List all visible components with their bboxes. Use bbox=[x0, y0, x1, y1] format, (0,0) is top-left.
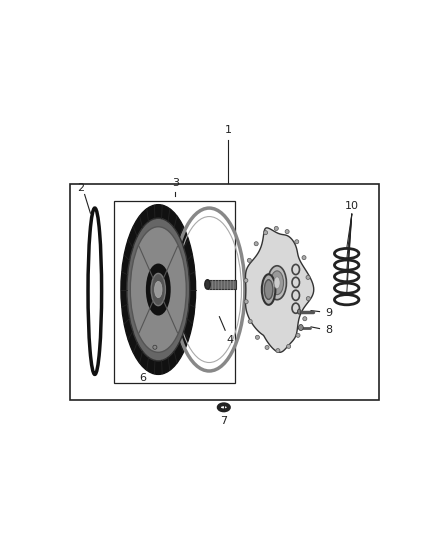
Text: 1: 1 bbox=[224, 125, 231, 135]
Text: 10: 10 bbox=[345, 201, 359, 212]
Circle shape bbox=[295, 240, 299, 244]
Ellipse shape bbox=[155, 281, 162, 297]
Bar bbox=[114, 201, 235, 383]
Ellipse shape bbox=[262, 274, 276, 305]
Ellipse shape bbox=[121, 205, 196, 374]
Circle shape bbox=[247, 259, 251, 262]
Circle shape bbox=[255, 335, 259, 340]
Text: 7: 7 bbox=[220, 416, 227, 426]
Circle shape bbox=[248, 319, 252, 324]
Text: 9: 9 bbox=[325, 308, 332, 318]
Bar bbox=[70, 184, 379, 400]
Circle shape bbox=[244, 278, 248, 282]
Circle shape bbox=[303, 317, 307, 321]
Circle shape bbox=[254, 241, 258, 246]
Text: 6: 6 bbox=[139, 373, 146, 383]
Circle shape bbox=[265, 345, 269, 350]
Circle shape bbox=[274, 227, 278, 230]
Text: 8: 8 bbox=[325, 325, 332, 335]
Circle shape bbox=[306, 296, 311, 301]
Circle shape bbox=[276, 349, 280, 353]
Ellipse shape bbox=[297, 309, 301, 314]
Ellipse shape bbox=[274, 277, 280, 289]
Text: 5: 5 bbox=[138, 339, 145, 349]
Ellipse shape bbox=[147, 265, 170, 314]
Ellipse shape bbox=[298, 325, 303, 330]
Circle shape bbox=[302, 256, 306, 260]
Ellipse shape bbox=[127, 218, 190, 361]
Ellipse shape bbox=[151, 273, 166, 305]
Ellipse shape bbox=[265, 280, 273, 300]
Circle shape bbox=[153, 345, 157, 349]
Circle shape bbox=[244, 300, 248, 304]
Ellipse shape bbox=[205, 280, 210, 289]
Circle shape bbox=[285, 230, 289, 233]
Ellipse shape bbox=[130, 227, 186, 352]
Bar bbox=[208, 280, 237, 288]
Polygon shape bbox=[245, 228, 314, 352]
Circle shape bbox=[296, 333, 300, 337]
Text: 4: 4 bbox=[226, 335, 233, 345]
Text: 3: 3 bbox=[172, 177, 179, 188]
Text: 2: 2 bbox=[77, 183, 84, 193]
Circle shape bbox=[286, 344, 291, 349]
Ellipse shape bbox=[268, 266, 286, 300]
Circle shape bbox=[264, 231, 268, 235]
Ellipse shape bbox=[271, 271, 283, 295]
Circle shape bbox=[306, 276, 310, 279]
